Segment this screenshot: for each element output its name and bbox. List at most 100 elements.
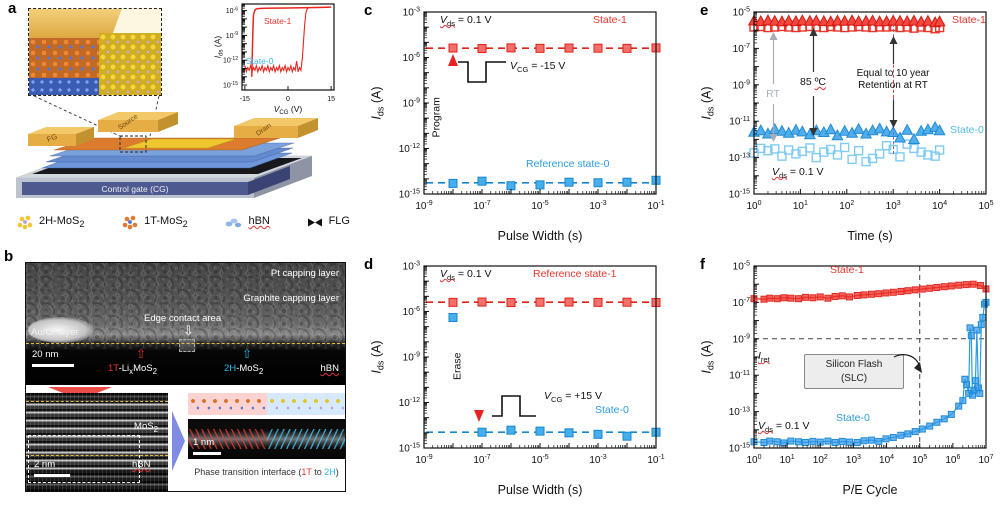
pt-capping-label: Pt capping layer [270, 268, 339, 279]
svg-text:10-9: 10-9 [415, 200, 432, 212]
svg-text:Ids (A): Ids (A) [370, 86, 386, 119]
svg-text:103: 103 [886, 200, 901, 212]
panel-a: a Control gate (CG) [0, 0, 350, 246]
svg-text:10-15: 10-15 [729, 189, 750, 201]
iret-annotation: Iret [758, 350, 770, 365]
panel-letter-f: f [700, 256, 705, 273]
transfer-curve-chart: -15 0 15 10-15 10-12 10-9 10-6 VCG (V) Ids (A) [213, 3, 335, 116]
rt-arrow-up-icon [769, 32, 778, 84]
phase-caption: Phase transition interface (1T to 2H) [194, 467, 339, 477]
2h-mos2-lattice [98, 33, 161, 95]
svg-text:10-7: 10-7 [733, 297, 750, 309]
interface-region-box [28, 435, 140, 483]
scale-1nm-bar [193, 452, 221, 455]
atomic-structure-inset [28, 8, 162, 96]
hbn-lattice [29, 77, 99, 95]
85c-label: 85 ºC [799, 76, 827, 88]
svg-text:10-15: 10-15 [729, 443, 750, 455]
lattice-tem-image: MoS2 2 nm hBN [26, 393, 168, 491]
positive-pulse-icon [492, 395, 536, 417]
vds-annotation: Vds = 0.1 V [772, 166, 824, 181]
svg-text:15: 15 [327, 96, 335, 103]
svg-text:Ids (A): Ids (A) [700, 340, 716, 373]
svg-text:P/E Cycle: P/E Cycle [843, 483, 898, 497]
silicon-flash-arrow-icon [893, 354, 922, 373]
svg-text:10-15: 10-15 [399, 189, 420, 201]
svg-text:10-11: 10-11 [729, 370, 750, 382]
svg-text:0: 0 [286, 96, 290, 103]
svg-text:104: 104 [879, 454, 894, 466]
edge-contact-arrow-icon: ⇩ [183, 323, 194, 338]
2h-bond-hatch [266, 429, 345, 449]
state1-label: State-1 [593, 14, 627, 26]
scale-20nm-label: 20 nm [32, 349, 59, 360]
transfer-curve-inset: -15 0 15 10-15 10-12 10-9 10-6 VCG (V) Ids (A) S… [212, 0, 342, 120]
fg-electrode-label: FG [46, 132, 59, 144]
panel-e: e 100 101 102 103 104 105 10-15 10-13 10-11 10-9 1… [680, 0, 1005, 250]
svg-text:Pulse Width (s): Pulse Width (s) [498, 483, 583, 497]
svg-text:102: 102 [839, 200, 854, 212]
svg-text:10-3: 10-3 [403, 7, 420, 19]
svg-text:10-12: 10-12 [399, 143, 420, 155]
1t-atomic-model [188, 393, 267, 415]
erase-label: Erase [451, 352, 464, 381]
program-gradient-arrow-icon [448, 54, 458, 176]
svg-text:10-1: 10-1 [647, 454, 664, 466]
1t-mos2-icon [122, 215, 138, 229]
scale-1nm-label: 1 nm [193, 437, 215, 448]
aucr-label: Au/Cr layer [31, 327, 79, 338]
svg-text:10-13: 10-13 [729, 152, 750, 164]
svg-text:105: 105 [912, 454, 927, 466]
legend-label: FLG [328, 214, 350, 227]
materials-legend: 2H-MoS2 1T-MoS2 hBN FLG [6, 206, 366, 238]
85c-arrow-down-icon [809, 96, 818, 136]
legend-label: 2H-MoS2 [39, 214, 85, 230]
vds-annotation: Vds = 0.1 V [440, 268, 492, 283]
panel-letter-a: a [8, 0, 17, 17]
svg-text:Pulse Width (s): Pulse Width (s) [498, 229, 583, 243]
svg-text:VCG (V): VCG (V) [274, 104, 303, 116]
retention-chart: 100 101 102 103 104 105 10-15 10-13 10-11 10-9 10-… [700, 7, 994, 243]
legend-item-1t-mos2: 1T-MoS2 [121, 215, 188, 230]
svg-text:10-12: 10-12 [399, 397, 420, 409]
2h-arrow-icon: ⇧ [242, 347, 253, 361]
panel-letter-c: c [364, 2, 373, 19]
phase-interface-block: 1 nm Phase transition interface (1T to 2… [188, 393, 345, 491]
svg-text:10-9: 10-9 [403, 352, 420, 364]
1t-bond-hatch [188, 429, 267, 449]
mos2-label: MoS2 [134, 421, 158, 434]
aucr-blob [28, 317, 94, 343]
svg-text:10-3: 10-3 [589, 454, 606, 466]
svg-text:10-6: 10-6 [226, 6, 238, 15]
svg-text:10-5: 10-5 [531, 200, 548, 212]
legend-item-hbn: hBN [224, 215, 270, 229]
interface-dashed-line [26, 343, 345, 344]
state0-label: State-0 [950, 124, 984, 136]
control-gate-label: Control gate (CG) [101, 184, 168, 194]
svg-text:101: 101 [793, 200, 808, 212]
svg-text:10-7: 10-7 [473, 454, 490, 466]
inset-state0-label: State-0 [246, 56, 274, 66]
svg-text:Ids (A): Ids (A) [700, 86, 716, 119]
program-label: Program [430, 97, 443, 138]
panel-c: c 10-9 10-7 10-5 10-3 10-1 10-15 10-12 10-9 10-6… [350, 0, 672, 250]
state1-label: State-1 [830, 264, 864, 276]
vds-annotation: Vds = 0.1 V [440, 14, 492, 29]
svg-text:10-9: 10-9 [415, 454, 432, 466]
1t-mos2-lattice [29, 38, 99, 95]
panel-letter-e: e [700, 2, 709, 19]
svg-text:10-7: 10-7 [733, 43, 750, 55]
retention-note: Equal to 10 year Retention at RT [856, 68, 930, 91]
hbn-label: hBN [320, 363, 339, 374]
cross-section-tem-image: Pt capping layer Graphite capping layer … [26, 263, 345, 385]
scale-20nm-bar [32, 364, 74, 367]
svg-text:106: 106 [945, 454, 960, 466]
svg-text:10-5: 10-5 [733, 7, 750, 19]
svg-text:10-15: 10-15 [223, 81, 238, 90]
negative-pulse-icon [458, 61, 506, 83]
svg-text:10-11: 10-11 [729, 116, 750, 128]
panel-letter-b: b [4, 248, 14, 265]
svg-text:Ids (A): Ids (A) [370, 340, 386, 373]
interface-tem-strip: 1 nm [188, 419, 345, 459]
reference-state1-label: Reference state-1 [533, 268, 617, 280]
